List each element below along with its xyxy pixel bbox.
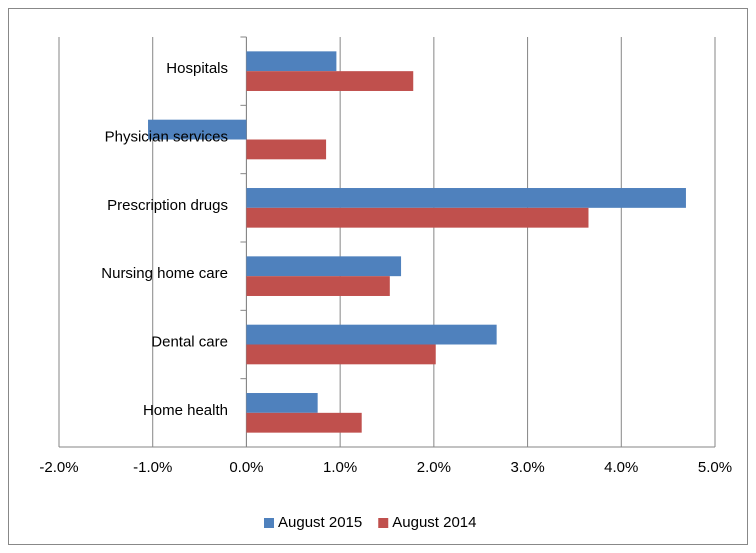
legend-swatch — [264, 518, 274, 528]
y-tick-label: Dental care — [151, 333, 228, 350]
bar — [246, 324, 497, 345]
y-tick-label: Physician services — [105, 128, 228, 145]
bar — [246, 188, 686, 208]
x-tick-label: 2.0% — [417, 459, 451, 476]
bar — [246, 51, 337, 72]
bar — [246, 256, 402, 277]
bar — [246, 412, 362, 433]
x-tick-label: -1.0% — [133, 459, 172, 476]
bar — [148, 119, 247, 140]
y-tick-label: Prescription drugs — [107, 197, 228, 214]
x-tick-label: 4.0% — [604, 459, 638, 476]
x-tick-label: 1.0% — [323, 459, 357, 476]
x-tick-label: 0.0% — [229, 459, 263, 476]
legend-swatch — [378, 518, 389, 528]
y-tick-label: Nursing home care — [101, 265, 228, 282]
x-tick-label: 3.0% — [510, 459, 544, 476]
y-tick-label: Hospitals — [166, 60, 228, 77]
bar — [246, 139, 327, 160]
x-tick-label: -2.0% — [39, 459, 78, 476]
bar — [246, 393, 318, 413]
bar — [246, 344, 436, 365]
y-tick-label: Home health — [143, 402, 228, 419]
bar — [246, 71, 414, 91]
x-tick-label: 5.0% — [698, 459, 732, 476]
bar — [246, 276, 390, 296]
bar — [246, 207, 589, 228]
legend-label: August 2014 — [392, 514, 476, 531]
legend-label: August 2015 — [278, 514, 362, 531]
